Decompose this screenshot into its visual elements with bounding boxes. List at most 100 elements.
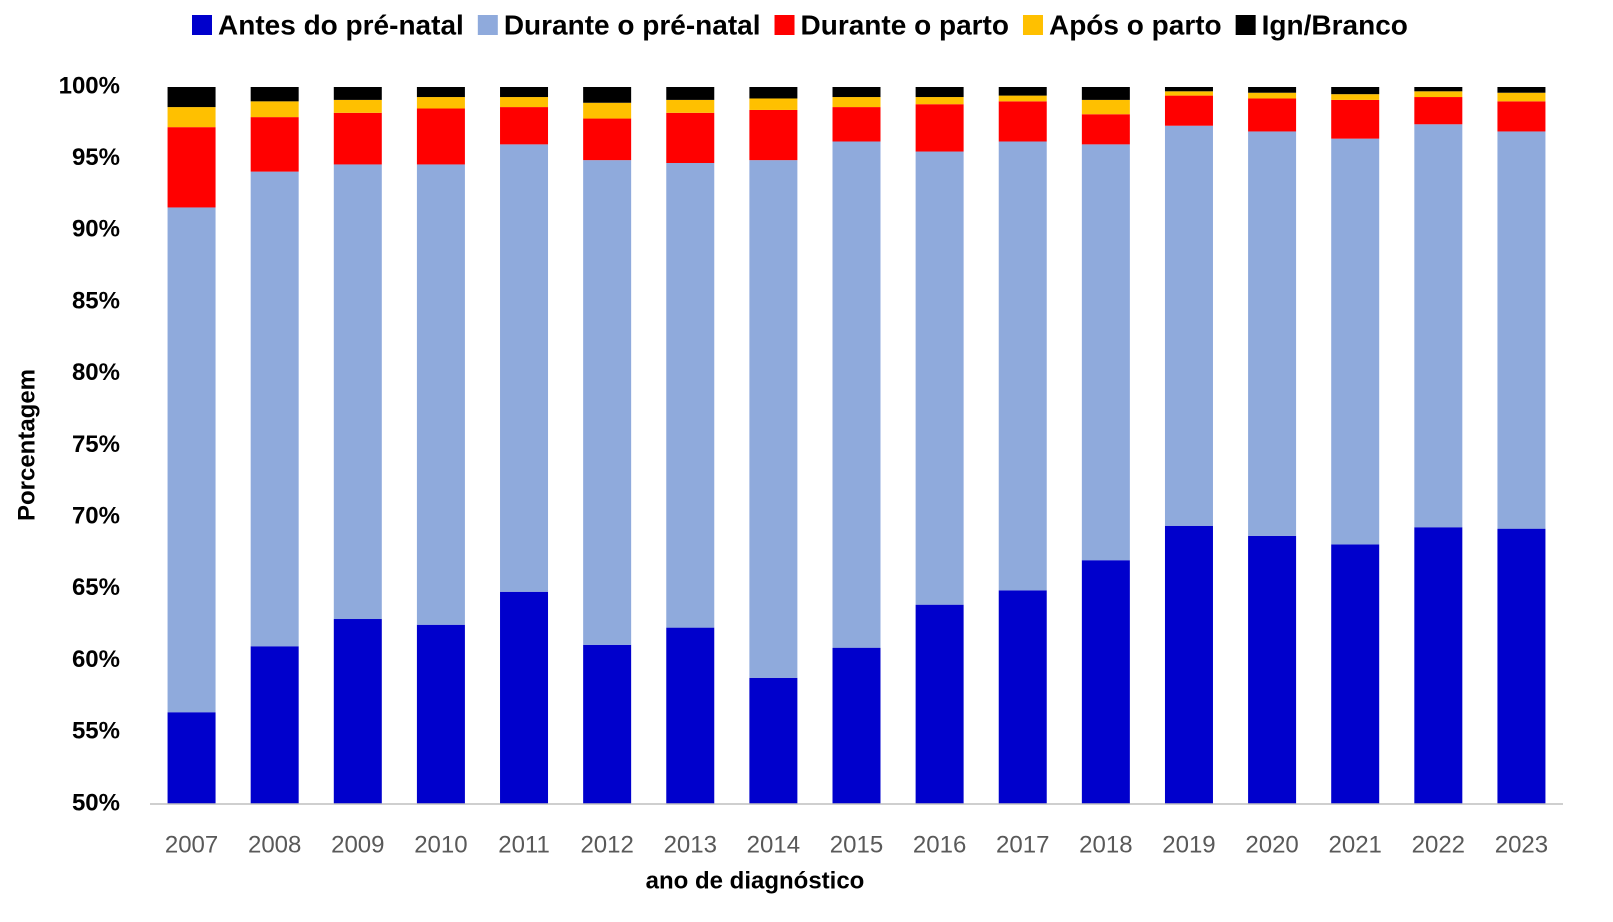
bar-segment: [1164, 525, 1213, 804]
bar-segment: [1414, 97, 1463, 125]
bar-segment: [1497, 528, 1546, 804]
bar-segment: [1081, 99, 1130, 115]
bar-segment: [1248, 131, 1297, 536]
bar-segment: [998, 101, 1047, 142]
bar-segment: [1497, 92, 1546, 102]
bar-segment: [167, 712, 216, 804]
x-tick-label: 2009: [331, 831, 384, 858]
bar-segment: [167, 207, 216, 713]
bar-segment: [1331, 87, 1380, 95]
bar-segment: [998, 141, 1047, 591]
bar-segment: [915, 97, 964, 105]
bar-segment: [1248, 535, 1297, 804]
bar-segment: [666, 112, 715, 164]
bar-segment: [250, 87, 299, 102]
bar-segment: [666, 163, 715, 628]
x-tick-label: 2020: [1245, 831, 1298, 858]
legend-swatch: [1235, 15, 1256, 35]
bar-segment: [1331, 99, 1380, 139]
bar-segment: [666, 87, 715, 100]
bar-segment: [333, 99, 382, 113]
bar-segment: [1248, 87, 1297, 93]
bar-segment: [250, 117, 299, 172]
legend-label: Antes do pré-natal: [218, 9, 464, 40]
bar-segment: [500, 107, 549, 145]
x-tick-label: 2015: [830, 831, 883, 858]
x-tick-label: 2012: [580, 831, 633, 858]
x-tick-label: 2023: [1495, 831, 1548, 858]
bar-segment: [832, 141, 881, 648]
bar-segment: [915, 604, 964, 804]
bar-segment: [500, 591, 549, 804]
bar-segment: [749, 98, 798, 110]
y-tick-label: 55%: [72, 718, 120, 745]
x-tick-label: 2007: [165, 831, 218, 858]
bar-segment: [1248, 98, 1297, 132]
bar-segment: [416, 97, 465, 109]
bar-segment: [832, 87, 881, 98]
x-tick-label: 2022: [1412, 831, 1465, 858]
bar-segment: [1331, 94, 1380, 100]
bar-segment: [749, 677, 798, 804]
bar-segment: [1497, 131, 1546, 529]
bar-segment: [1164, 87, 1213, 92]
bar-segment: [333, 112, 382, 165]
x-tick-label: 2010: [414, 831, 467, 858]
x-axis-title: ano de diagnóstico: [646, 867, 865, 894]
x-tick-label: 2014: [747, 831, 800, 858]
y-tick-label: 50%: [72, 789, 120, 816]
legend-label: Durante o pré-natal: [504, 9, 761, 40]
legend-label: Durante o parto: [801, 9, 1009, 40]
bar-segment: [749, 87, 798, 99]
legend-label: Após o parto: [1049, 9, 1222, 40]
bar-segment: [167, 107, 216, 128]
bar-segment: [1331, 138, 1380, 545]
bar-segment: [416, 108, 465, 165]
bar-segment: [333, 87, 382, 100]
bar-segment: [666, 627, 715, 804]
y-tick-label: 75%: [72, 431, 120, 458]
y-tick-label: 90%: [72, 216, 120, 243]
bar-segment: [1497, 101, 1546, 132]
bar-segment: [1081, 87, 1130, 100]
bar-segment: [583, 160, 632, 645]
y-tick-label: 100%: [59, 72, 120, 99]
bar-segment: [1164, 95, 1213, 126]
bar-segment: [915, 151, 964, 605]
bar-segment: [832, 97, 881, 108]
bar-segment: [250, 646, 299, 804]
bar-segment: [500, 144, 549, 592]
bar-segment: [250, 101, 299, 118]
bar-segment: [500, 97, 549, 108]
bar-segment: [583, 87, 632, 103]
bar-segment: [832, 107, 881, 142]
bar-segment: [1248, 92, 1297, 99]
bar-segment: [167, 87, 216, 108]
bar-segment: [1164, 91, 1213, 96]
y-tick-label: 70%: [72, 503, 120, 530]
bar-segment: [583, 102, 632, 119]
bar-segment: [333, 164, 382, 620]
bar-segment: [1497, 87, 1546, 93]
legend-label: Ign/Branco: [1262, 9, 1408, 40]
y-tick-label: 80%: [72, 359, 120, 386]
bar-segment: [832, 647, 881, 804]
bar-segment: [1414, 91, 1463, 98]
bar-segment: [1081, 144, 1130, 561]
bar-segment: [666, 99, 715, 113]
bar-segment: [998, 590, 1047, 804]
bar-segment: [416, 624, 465, 804]
y-tick-label: 60%: [72, 646, 120, 673]
x-tick-label: 2008: [248, 831, 301, 858]
legend-swatch: [774, 15, 795, 35]
x-tick-label: 2016: [913, 831, 966, 858]
x-tick-label: 2019: [1162, 831, 1215, 858]
bar-segment: [749, 160, 798, 678]
bar-segment: [416, 164, 465, 625]
bar-segment: [915, 104, 964, 152]
y-tick-label: 95%: [72, 144, 120, 171]
bar-segment: [1081, 114, 1130, 145]
bar-segment: [749, 109, 798, 161]
bar-segment: [416, 87, 465, 98]
